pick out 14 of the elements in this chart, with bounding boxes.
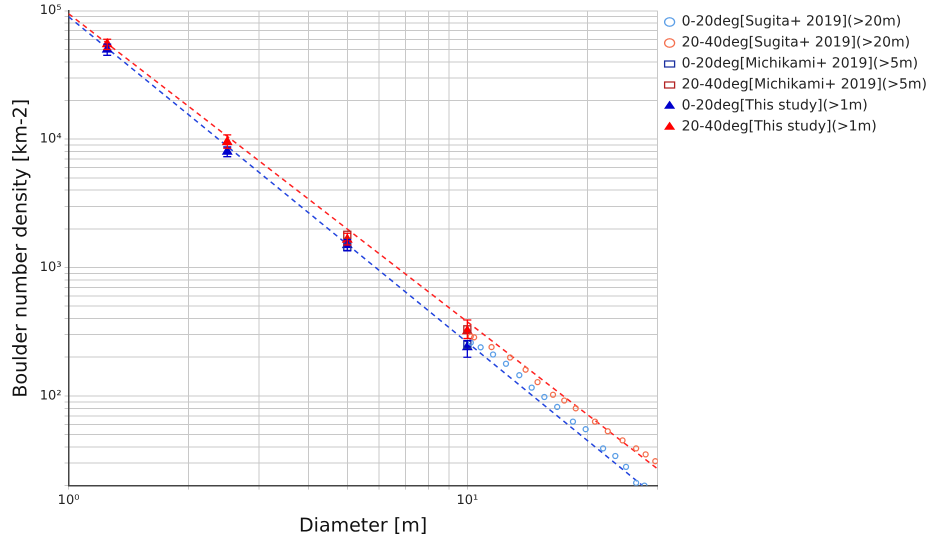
y-tick-label: 10⁴ xyxy=(40,132,62,147)
x-axis-title: Diameter [m] xyxy=(299,514,428,537)
legend-label: 0-20deg[This study](>1m) xyxy=(682,98,868,114)
legend-label: 20-40deg[Sugita+ 2019](>20m) xyxy=(682,34,910,51)
legend-label: 20-40deg[This study](>1m) xyxy=(682,118,877,135)
legend-label: 0-20deg[Michikami+ 2019](>5m) xyxy=(682,56,918,72)
x-tick-label: 10¹ xyxy=(456,492,478,508)
legend-label: 20-40deg[Michikami+ 2019](>5m) xyxy=(682,76,928,93)
y-tick-label: 10² xyxy=(40,388,62,404)
y-tick-label: 10⁵ xyxy=(40,3,62,18)
x-tick-label: 10⁰ xyxy=(58,492,80,508)
y-axis-title: Boulder number density [km-2] xyxy=(9,98,32,398)
legend-label: 0-20deg[Sugita+ 2019](>20m) xyxy=(682,14,902,30)
y-tick-label: 10³ xyxy=(40,260,62,275)
